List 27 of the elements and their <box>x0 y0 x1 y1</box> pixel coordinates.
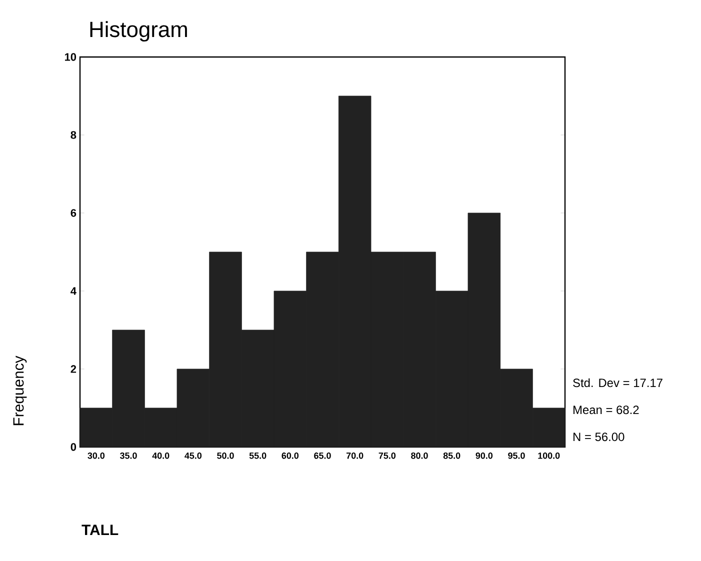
text: N = 56.00 <box>574 432 624 442</box>
x-tick-label: 35.0 <box>120 452 137 459</box>
x-tick-label: 45.0 <box>184 452 202 459</box>
x-tick-label: 85.0 <box>443 452 460 459</box>
x-tick-label: 50.0 <box>217 452 234 459</box>
x-tick-label: 70.0 <box>346 452 364 459</box>
y-tick-label: 6 <box>70 209 76 217</box>
y-tick-label: 4 <box>70 287 76 295</box>
y-axis-title: Frequency <box>13 356 27 426</box>
y-tick-label: 8 <box>70 131 76 139</box>
x-tick-label: 65.0 <box>314 452 331 459</box>
x-tick-label: 100.0 <box>538 452 560 459</box>
x-tick-label: 60.0 <box>282 452 299 459</box>
y-tick-label: 0 <box>70 443 76 451</box>
x-tick-label: 30.0 <box>88 452 105 459</box>
chart-title: Histogram <box>90 21 187 42</box>
x-tick-label: 75.0 <box>378 452 396 459</box>
y-tick-label: 10 <box>64 53 76 61</box>
text: Std. Dev = 17.17 <box>573 378 662 388</box>
x-tick-label: 95.0 <box>508 452 525 459</box>
x-tick-label: 55.0 <box>249 452 266 459</box>
x-tick-label: 80.0 <box>411 452 428 459</box>
text: Mean = 68.2 <box>574 406 639 414</box>
x-axis-title: TALL <box>82 524 118 535</box>
y-tick-label: 2 <box>70 365 76 373</box>
x-tick-label: 90.0 <box>476 452 493 459</box>
x-tick-label: 40.0 <box>152 452 170 459</box>
